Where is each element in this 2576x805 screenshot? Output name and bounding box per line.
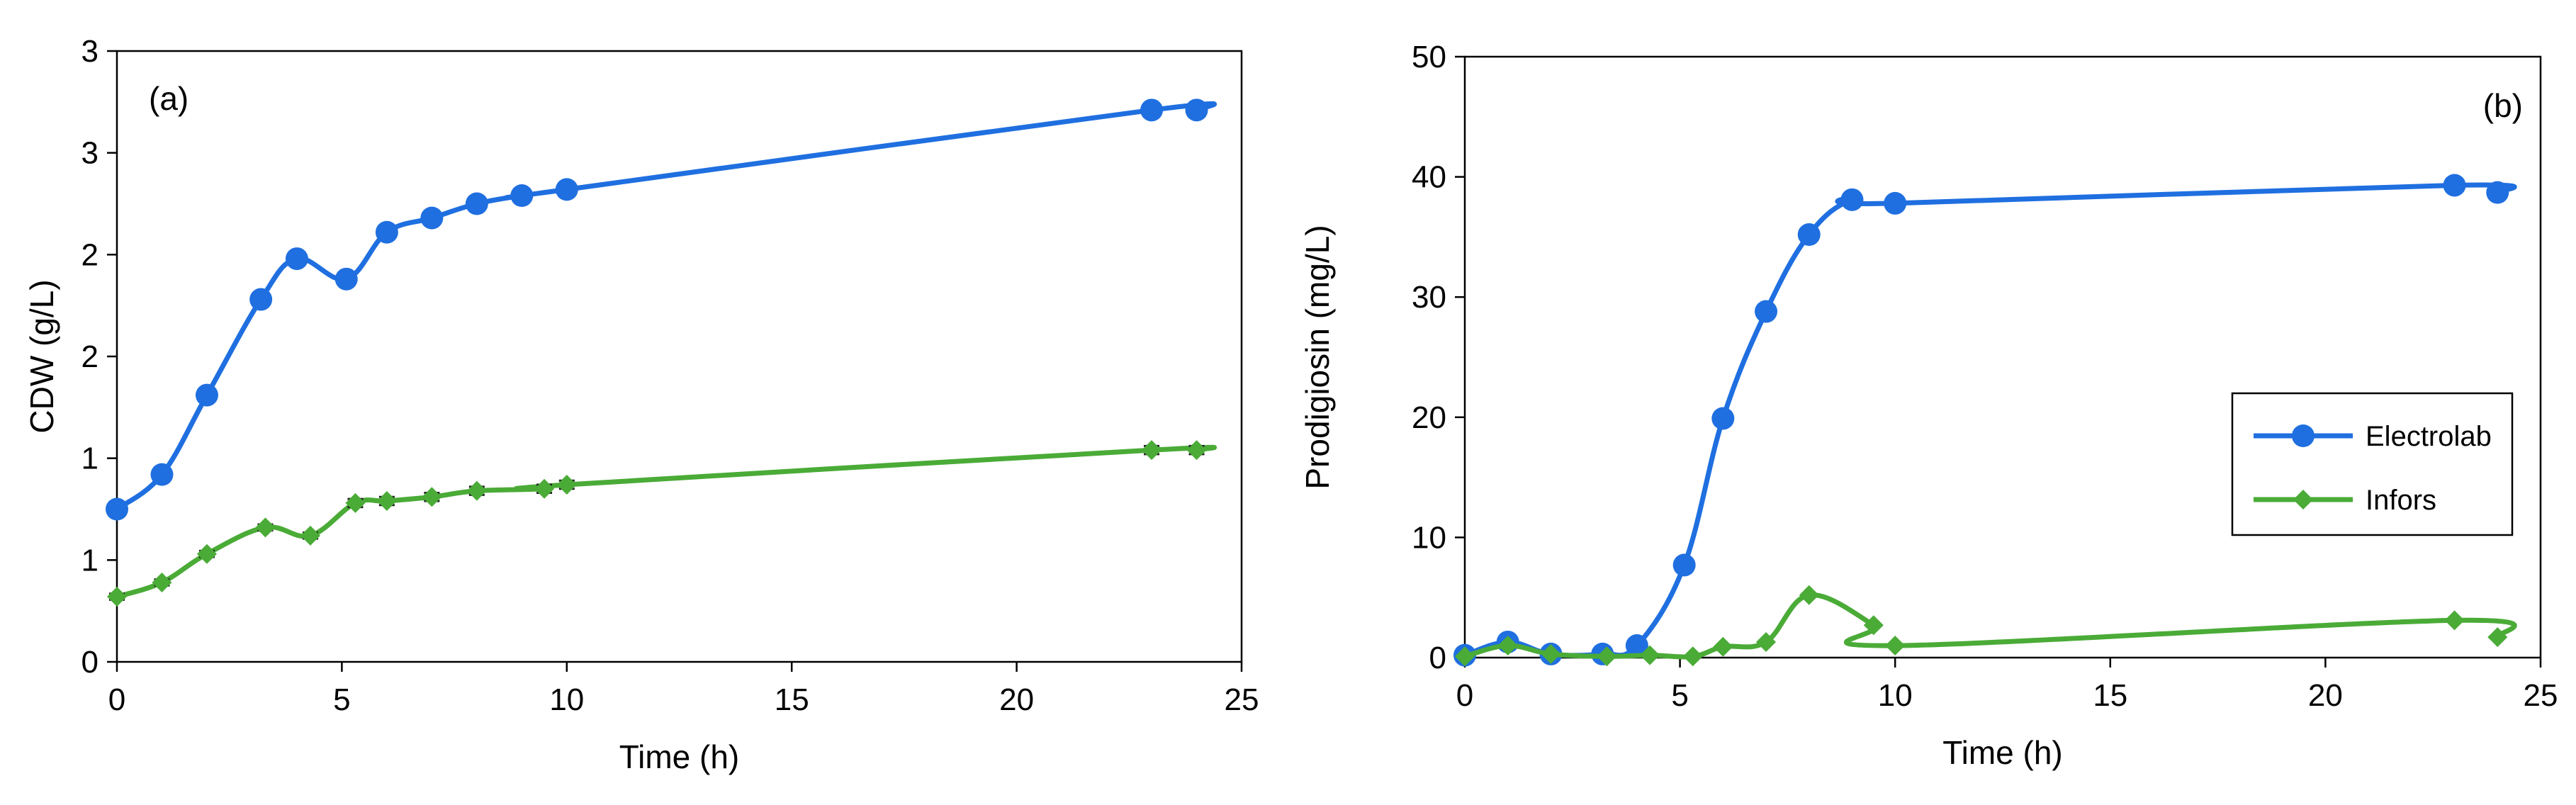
data-point-diamond (152, 572, 172, 592)
data-point-circle (195, 383, 218, 407)
legend-label: Electrolab (2366, 421, 2492, 452)
data-point-circle (1185, 98, 1208, 122)
y-tick-label: 2 (81, 339, 99, 374)
y-tick-label: 20 (1412, 400, 1446, 435)
data-point-diamond (1863, 615, 1884, 636)
y-tick-label: 10 (1412, 520, 1446, 555)
data-point-circle (1884, 191, 1907, 215)
data-point-circle (2443, 174, 2466, 197)
x-tick-label: 15 (2093, 678, 2127, 713)
y-tick-label: 40 (1412, 160, 1446, 195)
data-point-diamond (300, 525, 320, 546)
data-point-diamond (534, 478, 555, 499)
series-line (114, 444, 1217, 599)
data-point-circle (420, 206, 444, 230)
legend-swatch-marker (2293, 490, 2313, 510)
data-point-circle (249, 288, 273, 311)
data-point-circle (334, 267, 358, 291)
data-point-diamond (1142, 440, 1162, 461)
legend-swatch-marker (2292, 424, 2315, 447)
y-tick-label: 3 (81, 34, 99, 69)
x-tick-label: 0 (1456, 678, 1473, 713)
data-point-diamond (1497, 636, 1518, 656)
data-point-diamond (196, 544, 217, 564)
data-point-circle (1797, 223, 1821, 247)
y-tick-label: 0 (81, 645, 99, 680)
legend-label: Infors (2366, 485, 2436, 516)
data-point-diamond (556, 475, 577, 495)
panel-label: (b) (2483, 87, 2523, 124)
panel-label: (a) (149, 80, 189, 117)
data-point-circle (106, 497, 128, 521)
data-point-diamond (1640, 645, 1660, 665)
x-tick-label: 25 (2524, 678, 2558, 713)
data-point-diamond (1682, 646, 1703, 667)
data-point-diamond (1541, 643, 1561, 664)
x-axis-title: Time (h) (1942, 734, 2063, 771)
data-point-circle (375, 220, 398, 244)
data-point-circle (555, 178, 578, 201)
data-point-circle (285, 247, 308, 271)
data-point-diamond (255, 517, 276, 538)
y-tick-label: 0 (1429, 641, 1446, 675)
data-point-circle (1755, 300, 1778, 323)
data-point-diamond (1186, 440, 1207, 461)
x-tick-label: 0 (108, 682, 125, 717)
x-tick-label: 5 (333, 682, 350, 717)
x-tick-label: 15 (775, 682, 809, 717)
data-point-circle (465, 192, 488, 215)
y-tick-label: 3 (81, 136, 99, 171)
legend-box (2231, 392, 2514, 536)
data-point-diamond (376, 491, 397, 512)
y-tick-label: 2 (81, 237, 99, 272)
data-point-circle (1625, 634, 1648, 658)
data-point-diamond (1885, 636, 1906, 656)
data-point-diamond (107, 587, 127, 607)
x-tick-label: 10 (1878, 678, 1913, 713)
data-point-circle (1711, 407, 1735, 430)
y-tick-label: 1 (81, 441, 99, 476)
y-axis-title: CDW (g/L) (23, 279, 60, 433)
data-point-circle (1672, 553, 1696, 577)
x-tick-label: 20 (2308, 678, 2343, 713)
y-axis-title: Prodigiosin (mg/L) (1299, 225, 1336, 489)
x-tick-label: 5 (1671, 678, 1688, 713)
series-line (114, 101, 1217, 512)
panel-a-chart: 0 5 10 15 20 25 0 1 1 2 2 3 3 Time (h) CDW (g/L) (a) (23, 34, 1259, 775)
data-point-diamond (1597, 646, 1617, 667)
x-axis-title: Time (h) (619, 738, 740, 775)
data-point-diamond (1455, 646, 1475, 667)
x-tick-label: 10 (549, 682, 584, 717)
series-line (1462, 592, 2517, 660)
data-point-circle (150, 463, 174, 486)
panel-b-chart: 0 5 10 15 20 25 0 10 20 30 40 50 Time (h) Prodigiosin… (1299, 40, 2558, 771)
data-point-diamond (1799, 585, 1819, 605)
data-point-circle (1840, 188, 1864, 211)
data-point-diamond (1713, 636, 1733, 657)
data-point-circle (1140, 98, 1164, 122)
plot-frame (1463, 55, 2542, 659)
data-point-diamond (466, 480, 487, 501)
x-tick-label: 20 (999, 682, 1034, 717)
data-point-circle (510, 184, 534, 208)
data-point-diamond (345, 492, 366, 513)
data-point-diamond (2487, 627, 2508, 648)
y-tick-label: 50 (1412, 40, 1446, 74)
y-tick-label: 1 (81, 543, 99, 578)
data-point-circle (2486, 181, 2509, 204)
data-point-diamond (2444, 610, 2465, 631)
data-point-diamond (1756, 631, 1777, 652)
data-point-diamond (422, 487, 442, 507)
x-tick-label: 25 (1225, 682, 1259, 717)
y-tick-label: 30 (1412, 280, 1446, 315)
legend: Electrolab Infors (2231, 392, 2514, 536)
plot-frame (116, 50, 1243, 663)
